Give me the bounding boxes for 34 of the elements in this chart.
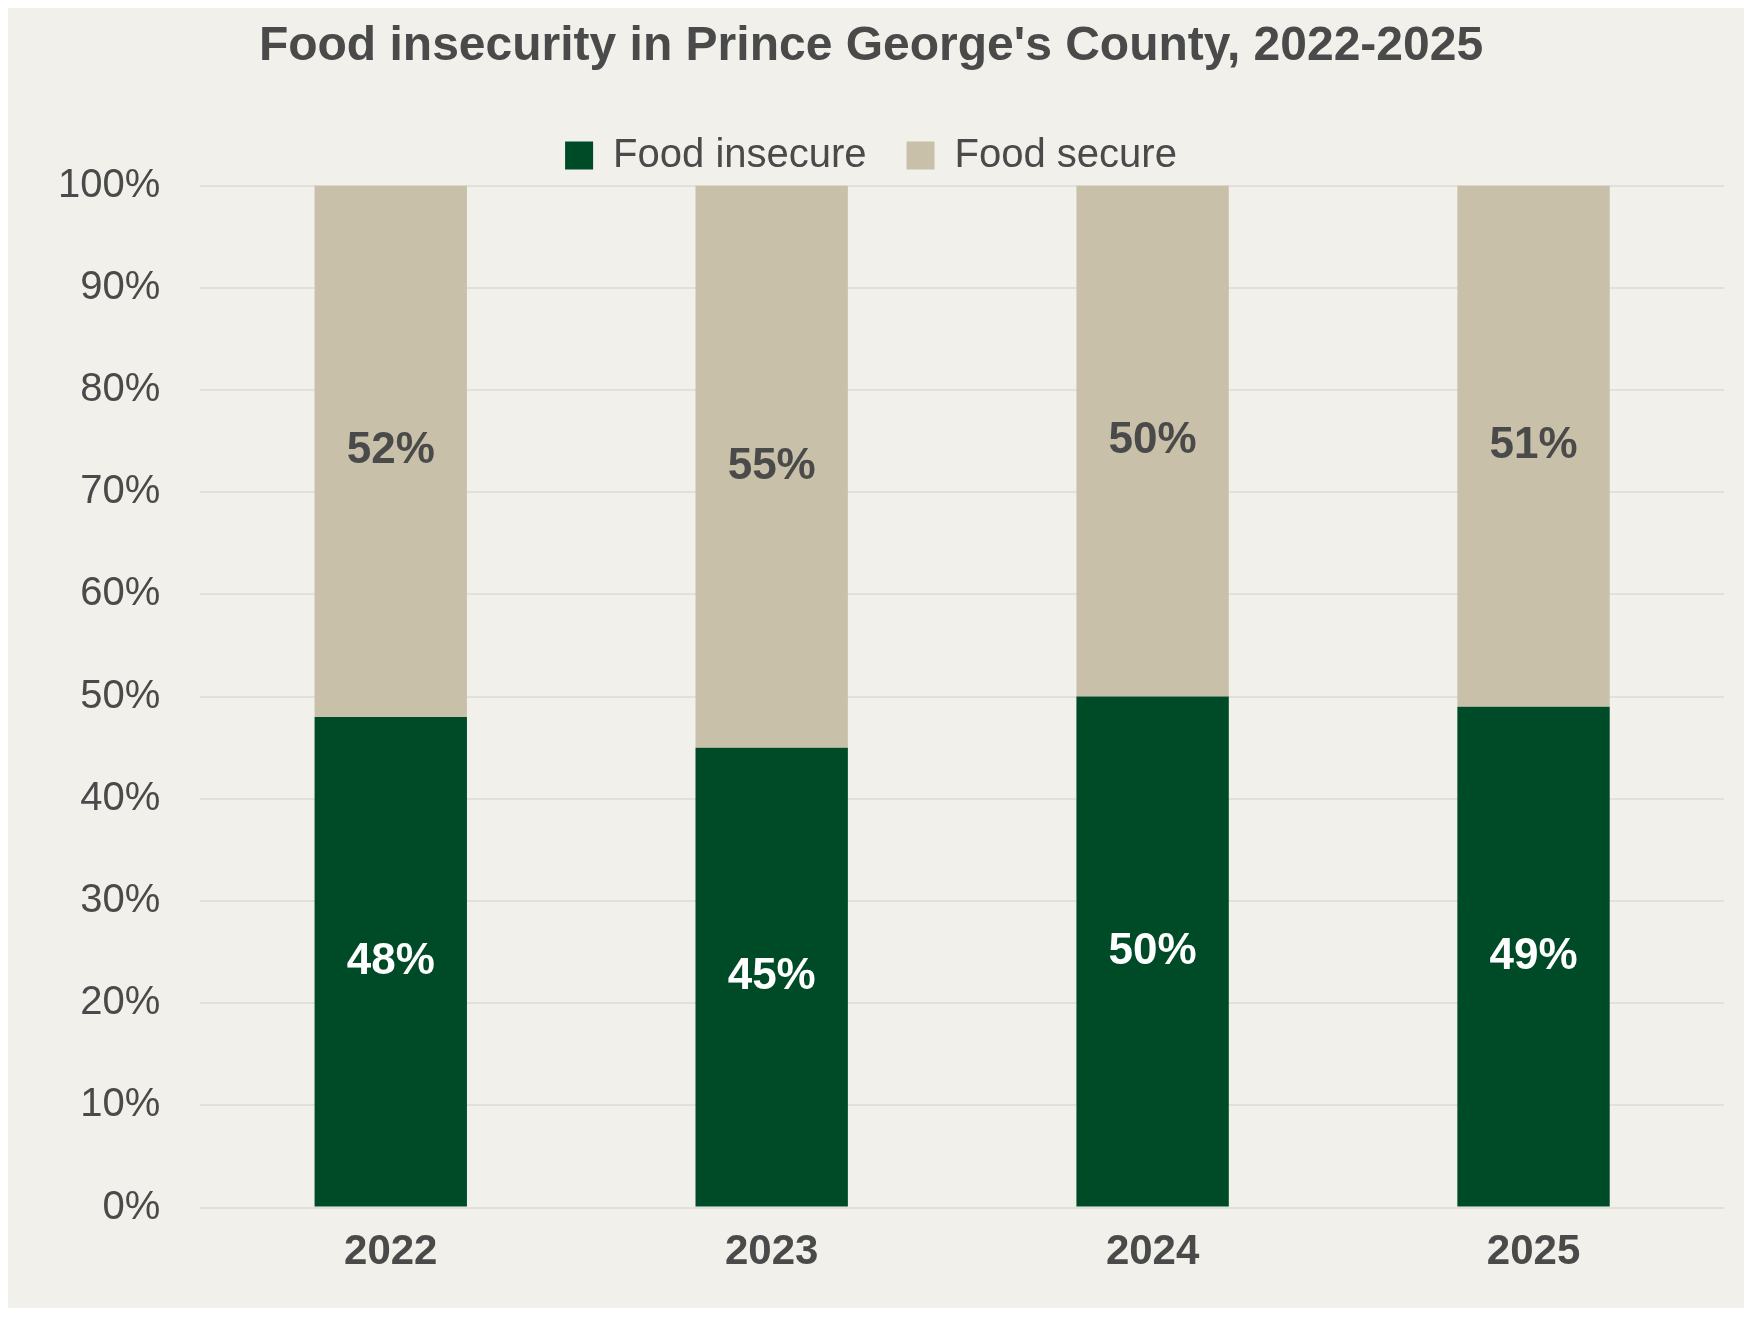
y-tick-label: 50% [80, 671, 161, 716]
y-tick-label: 30% [80, 876, 161, 921]
bar [1457, 706, 1610, 1207]
legend-label: Food insecure [613, 130, 867, 175]
y-tick-label: 20% [80, 978, 161, 1023]
bar [1457, 185, 1610, 707]
data-label: 52% [346, 423, 435, 473]
y-tick-label: 100% [57, 160, 161, 205]
data-label: 49% [1489, 928, 1578, 978]
bar [1076, 696, 1229, 1207]
y-tick-label: 0% [102, 1182, 161, 1227]
y-tick-label: 80% [80, 365, 161, 410]
data-label: 55% [727, 438, 816, 488]
y-tick-label: 10% [80, 1080, 161, 1125]
x-tick-label: 2022 [344, 1226, 438, 1274]
x-tick-label: 2025 [1486, 1226, 1581, 1274]
y-tick-label: 40% [80, 773, 161, 818]
bar [314, 717, 467, 1207]
bar [695, 747, 848, 1207]
data-label: 50% [1108, 923, 1197, 973]
y-tick-label: 70% [80, 467, 161, 512]
legend-label: Food secure [954, 130, 1177, 175]
bar [695, 185, 848, 748]
bar [314, 185, 467, 718]
bar [1076, 185, 1229, 697]
y-tick-label: 90% [80, 262, 161, 307]
data-label: 51% [1489, 418, 1578, 468]
data-label: 50% [1108, 413, 1197, 463]
y-tick-label: 60% [80, 569, 161, 614]
chart-title: Food insecurity in Prince George's County, 2022-2025 [258, 17, 1484, 71]
x-tick-label: 2024 [1105, 1226, 1200, 1274]
data-label: 48% [346, 933, 435, 983]
x-tick-label: 2023 [724, 1226, 819, 1274]
data-label: 45% [727, 949, 816, 999]
